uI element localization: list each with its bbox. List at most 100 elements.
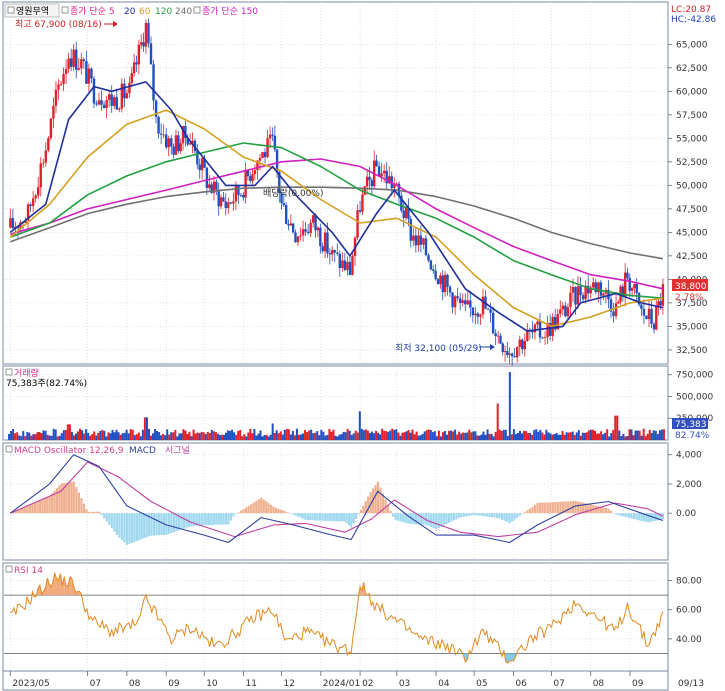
volume-bar bbox=[577, 430, 580, 440]
volume-bar bbox=[383, 430, 386, 440]
volume-bar bbox=[399, 435, 402, 440]
candle-body bbox=[34, 195, 37, 199]
macd-histogram-bar bbox=[457, 513, 461, 518]
candle-body bbox=[64, 68, 68, 74]
candle-body bbox=[597, 282, 600, 293]
volume-bar bbox=[533, 430, 536, 440]
volume-bar bbox=[419, 435, 422, 440]
volume-bar bbox=[381, 428, 384, 440]
volume-bar bbox=[312, 433, 315, 440]
volume-bar bbox=[147, 428, 150, 440]
macd-histogram-bar bbox=[539, 502, 542, 514]
macd-histogram-bar bbox=[645, 513, 648, 523]
volume-bar bbox=[164, 435, 167, 440]
volume-bar bbox=[368, 433, 371, 440]
candle-body bbox=[31, 198, 35, 207]
candle-body bbox=[311, 215, 315, 223]
macd-histogram-bar bbox=[579, 502, 582, 514]
macd-histogram-bar bbox=[569, 501, 572, 514]
macd-histogram-bar bbox=[350, 513, 353, 528]
volume-bar bbox=[267, 436, 270, 440]
macd-histogram-bar bbox=[536, 502, 539, 514]
candle-body bbox=[219, 197, 223, 207]
macd-histogram-bar bbox=[364, 501, 367, 514]
candle-body bbox=[326, 232, 329, 254]
candle-body bbox=[592, 282, 595, 288]
macd-histogram-bar bbox=[544, 502, 547, 514]
volume-bar bbox=[391, 428, 394, 440]
candle-body bbox=[382, 170, 386, 174]
volume-bar bbox=[304, 430, 307, 440]
volume-bar bbox=[549, 433, 552, 440]
volume-bar bbox=[77, 431, 80, 440]
candle-body bbox=[566, 307, 570, 317]
volume-bar bbox=[354, 430, 357, 440]
macd-histogram-bar bbox=[155, 513, 158, 536]
macd-histogram-bar bbox=[16, 509, 19, 514]
rsi-oversold-fill bbox=[509, 653, 512, 661]
volume-bar bbox=[608, 436, 611, 440]
hc-label: HC:-42.86 bbox=[671, 15, 716, 25]
macd-histogram-bar bbox=[328, 513, 331, 522]
volume-bar bbox=[567, 432, 570, 440]
volume-bar bbox=[225, 432, 228, 440]
candle-body bbox=[594, 282, 597, 293]
volume-bar bbox=[30, 435, 33, 440]
volume-bar bbox=[395, 429, 398, 440]
macd-histogram-bar bbox=[152, 513, 156, 536]
candle-body bbox=[152, 64, 155, 101]
macd-histogram-bar bbox=[394, 513, 397, 521]
macd-histogram-bar bbox=[316, 513, 319, 521]
volume-bar bbox=[344, 432, 347, 440]
macd-histogram-bar bbox=[478, 513, 481, 516]
volume-bar bbox=[328, 428, 331, 440]
candle-body bbox=[523, 341, 527, 350]
macd-histogram-bar bbox=[210, 513, 213, 525]
candle-body bbox=[149, 43, 153, 65]
macd-histogram-bar bbox=[465, 513, 468, 517]
candle-body bbox=[224, 201, 227, 209]
volume-bar bbox=[216, 433, 219, 440]
macd-histogram-bar bbox=[597, 506, 600, 514]
volume-bar bbox=[660, 429, 663, 440]
macd-histogram-bar bbox=[357, 513, 360, 515]
macd-histogram-bar bbox=[582, 502, 585, 514]
ma150-line bbox=[10, 158, 664, 290]
candle-body bbox=[469, 300, 472, 308]
volume-bar bbox=[12, 428, 15, 440]
candle-body bbox=[196, 151, 199, 165]
macd-histogram-bar bbox=[128, 513, 131, 544]
macd-histogram-bar bbox=[419, 513, 423, 525]
candle-body bbox=[299, 235, 302, 237]
volume-bar bbox=[50, 435, 53, 440]
macd-histogram-bar bbox=[450, 513, 453, 522]
rsi-y-tick-label: 80.00 bbox=[676, 577, 702, 587]
candle-body bbox=[400, 195, 403, 211]
rsi-overbought-fill bbox=[51, 582, 53, 596]
volume-bar bbox=[443, 431, 446, 440]
candle-body bbox=[16, 226, 20, 229]
volume-bar bbox=[245, 436, 248, 440]
macd-histogram-bar bbox=[309, 513, 312, 521]
macd-histogram-bar bbox=[554, 502, 557, 514]
macd-histogram-bar bbox=[483, 513, 486, 517]
volume-bar bbox=[206, 431, 209, 440]
rsi-title: RSI 14 bbox=[14, 566, 43, 576]
macd-histogram-bar bbox=[257, 499, 260, 514]
candle-body bbox=[602, 293, 605, 296]
macd-histogram-bar bbox=[277, 508, 280, 514]
candle-body bbox=[380, 173, 383, 177]
candle-body bbox=[479, 314, 482, 317]
candle-body bbox=[57, 84, 60, 90]
macd-histogram-bar bbox=[480, 513, 483, 517]
macd-histogram-bar bbox=[427, 513, 430, 526]
volume-bar bbox=[127, 433, 130, 440]
macd-histogram-bar bbox=[559, 501, 562, 514]
volume-bar bbox=[285, 428, 288, 440]
macd-histogram-bar bbox=[188, 513, 191, 527]
macd-histogram-bar bbox=[625, 513, 628, 518]
macd-histogram-bar bbox=[632, 513, 635, 520]
candle-body bbox=[251, 174, 254, 181]
volume-bar bbox=[214, 432, 217, 440]
candle-body bbox=[170, 138, 173, 147]
